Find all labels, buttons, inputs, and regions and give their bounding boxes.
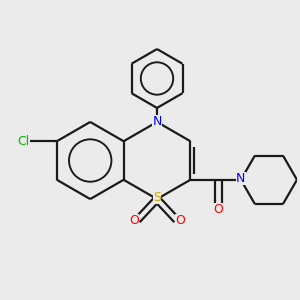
Text: Cl: Cl (17, 135, 29, 148)
Text: O: O (214, 203, 224, 216)
Text: S: S (153, 191, 161, 204)
Text: N: N (152, 116, 162, 128)
Text: O: O (129, 214, 139, 226)
Text: N: N (236, 172, 246, 185)
Text: O: O (175, 214, 185, 226)
